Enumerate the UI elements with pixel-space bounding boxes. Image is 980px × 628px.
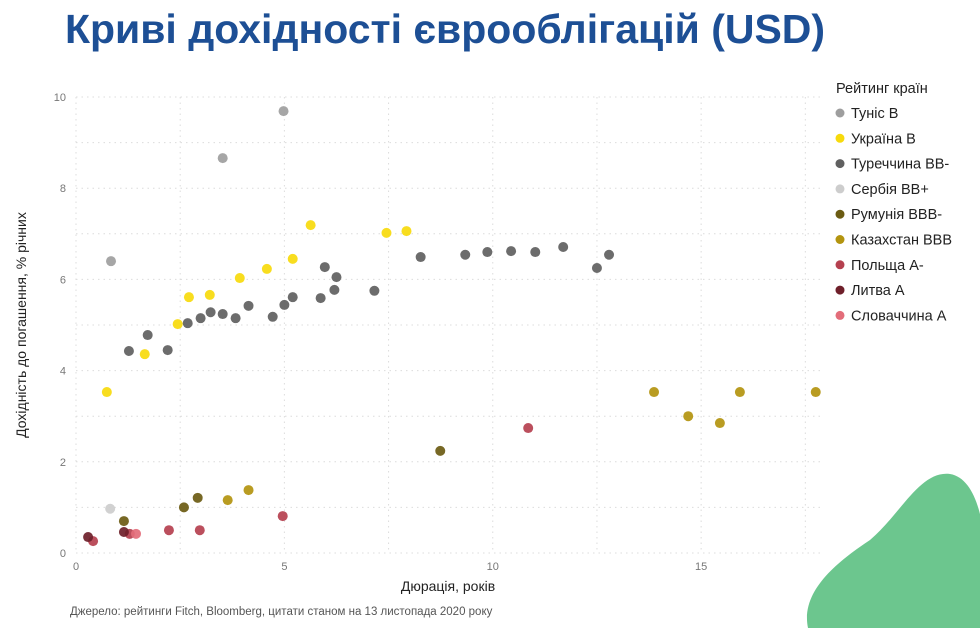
y-tick-label: 4 bbox=[60, 366, 66, 378]
data-point bbox=[279, 299, 290, 310]
data-point bbox=[183, 292, 194, 303]
data-point bbox=[278, 106, 289, 117]
data-point bbox=[106, 256, 117, 267]
data-point bbox=[277, 511, 288, 522]
data-point bbox=[83, 532, 94, 543]
data-point bbox=[319, 262, 330, 273]
data-point bbox=[217, 309, 228, 320]
data-point bbox=[460, 249, 471, 260]
data-point bbox=[142, 330, 153, 341]
y-tick-label: 8 bbox=[60, 183, 66, 195]
data-point bbox=[195, 313, 206, 324]
data-point bbox=[591, 263, 602, 273]
x-axis-label: Дюрація, років bbox=[401, 578, 495, 594]
legend-marker bbox=[835, 159, 845, 169]
data-point bbox=[714, 418, 725, 429]
data-point bbox=[230, 313, 241, 324]
data-point bbox=[482, 247, 493, 258]
data-point bbox=[162, 345, 173, 356]
data-point bbox=[243, 485, 254, 496]
data-points bbox=[83, 106, 821, 547]
x-tick-label: 10 bbox=[487, 561, 499, 573]
data-point bbox=[178, 502, 189, 513]
x-tick-label: 5 bbox=[281, 561, 287, 573]
data-point bbox=[315, 293, 326, 304]
data-point bbox=[558, 242, 569, 253]
legend-item-label: Казахстан BBB bbox=[851, 233, 952, 249]
legend-marker bbox=[835, 285, 845, 295]
legend-item-label: Сербія BB+ bbox=[851, 182, 929, 198]
legend-item-label: Румунія BBB- bbox=[851, 207, 942, 223]
data-point bbox=[734, 387, 745, 398]
legend: Рейтинг країн Туніс B Україна B Туреччина … bbox=[835, 81, 952, 324]
legend-item-label: Україна B bbox=[851, 131, 916, 147]
y-tick-label: 2 bbox=[60, 457, 66, 469]
legend-item-label: Польща A- bbox=[851, 258, 924, 274]
data-point bbox=[105, 503, 116, 514]
data-point bbox=[287, 292, 298, 303]
legend-item-label: Литва A bbox=[851, 283, 905, 299]
data-point bbox=[810, 387, 821, 398]
legend-marker bbox=[835, 133, 845, 143]
data-point bbox=[604, 249, 615, 260]
legend-marker bbox=[835, 184, 845, 194]
x-tick-label: 15 bbox=[695, 561, 707, 573]
legend-marker bbox=[835, 209, 845, 219]
legend-title: Рейтинг країн bbox=[836, 81, 928, 97]
data-point bbox=[331, 272, 342, 283]
data-point bbox=[381, 227, 392, 238]
data-point bbox=[305, 220, 316, 231]
data-point bbox=[204, 289, 215, 300]
chart-title: Криві дохідності єврооблігацій (USD) bbox=[64, 6, 826, 52]
grid bbox=[75, 96, 822, 554]
data-point bbox=[683, 411, 694, 422]
y-tick-label: 10 bbox=[54, 92, 66, 104]
legend-item-label: Словаччина A bbox=[851, 308, 947, 324]
y-tick-label: 0 bbox=[60, 548, 66, 560]
data-point bbox=[205, 307, 216, 318]
legend-marker bbox=[835, 235, 845, 244]
data-point bbox=[506, 246, 517, 257]
data-point bbox=[172, 319, 183, 330]
data-point bbox=[182, 318, 193, 329]
data-point bbox=[530, 247, 541, 258]
data-point bbox=[267, 311, 278, 322]
legend-item-label: Туреччина BB- bbox=[851, 157, 949, 173]
y-tick-label: 6 bbox=[60, 274, 66, 286]
data-point bbox=[217, 153, 228, 164]
data-point bbox=[222, 495, 233, 506]
data-point bbox=[163, 525, 174, 536]
data-point bbox=[523, 423, 534, 434]
data-point bbox=[415, 252, 426, 263]
legend-marker bbox=[835, 108, 845, 118]
data-point bbox=[101, 387, 112, 398]
data-point bbox=[118, 516, 129, 527]
data-point bbox=[123, 345, 134, 356]
data-point bbox=[649, 387, 660, 398]
legend-marker bbox=[835, 260, 845, 270]
y-axis-label: Дохідність до погашення, % річних bbox=[13, 212, 29, 438]
data-point bbox=[234, 273, 245, 284]
data-point bbox=[243, 300, 254, 311]
decorative-green-blob bbox=[806, 473, 980, 628]
data-point bbox=[131, 528, 142, 539]
data-point bbox=[369, 285, 380, 296]
data-point bbox=[139, 349, 150, 360]
data-point bbox=[118, 527, 129, 538]
axis-ticks: 0 2 4 6 8 10 0 5 10 15 bbox=[54, 92, 708, 573]
data-point bbox=[194, 525, 205, 536]
x-tick-label: 0 bbox=[73, 561, 79, 573]
source-note: Джерело: рейтинги Fitch, Bloomberg, цита… bbox=[70, 606, 493, 618]
data-point bbox=[192, 492, 203, 503]
data-point bbox=[435, 445, 446, 456]
data-point bbox=[329, 284, 340, 295]
legend-marker bbox=[835, 310, 845, 320]
data-point bbox=[261, 263, 272, 274]
data-point bbox=[287, 253, 298, 264]
legend-item-label: Туніс B bbox=[851, 106, 898, 122]
data-point bbox=[401, 226, 412, 237]
